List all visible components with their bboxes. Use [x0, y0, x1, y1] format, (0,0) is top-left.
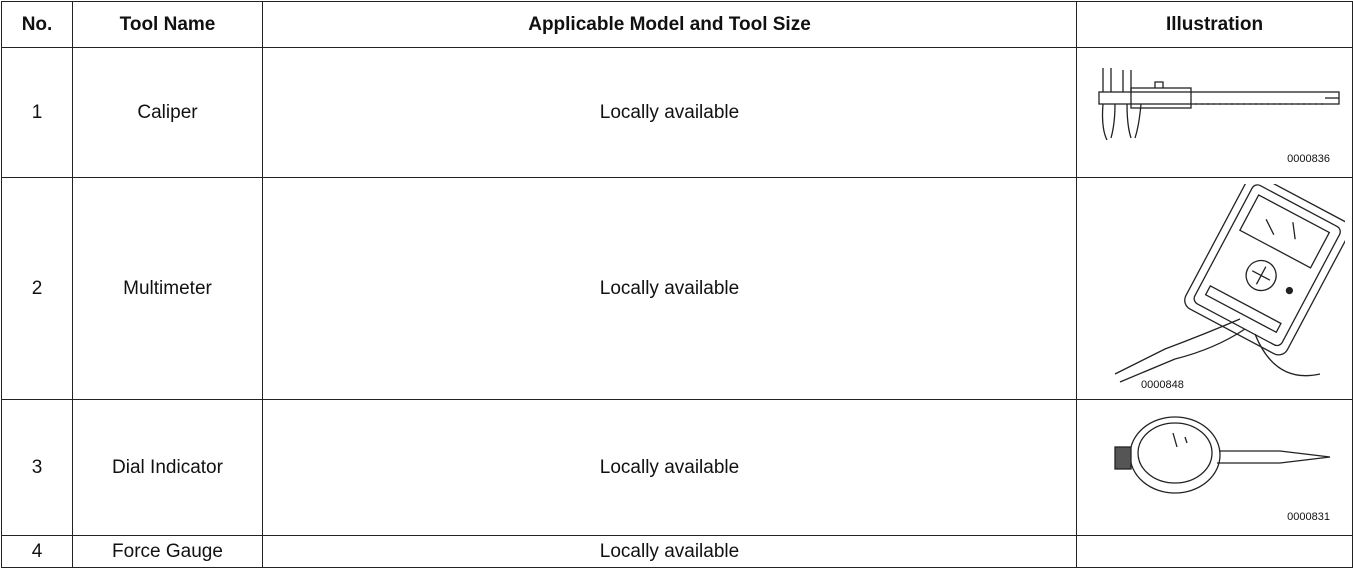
header-cell: Illustration	[1076, 1, 1353, 48]
no: 2	[1, 177, 73, 400]
header-cell: Tool Name	[72, 1, 263, 48]
illustration-code: 0000831	[1287, 511, 1330, 523]
illustration: 0000831	[1076, 399, 1353, 536]
header-cell: Applicable Model and Tool Size	[262, 1, 1077, 48]
tool-name: Force Gauge	[72, 535, 263, 568]
illustration-code: 0000836	[1287, 153, 1330, 165]
size: Locally available	[262, 177, 1077, 400]
tool-name: Dial Indicator	[72, 399, 263, 536]
no: 4	[1, 535, 73, 568]
illustration: 0000836	[1076, 47, 1353, 178]
caliper-drawing	[1097, 67, 1340, 140]
tool-name: Multimeter	[72, 177, 263, 400]
dial-indicator-drawing	[1113, 415, 1330, 494]
row: 2 Multimeter Locally available 0000848	[1, 177, 1353, 400]
tool-name: Caliper	[72, 47, 263, 178]
multimeter-drawing	[1114, 183, 1345, 383]
row: 1 Caliper Locally available 0000836	[1, 47, 1353, 178]
size: Locally available	[262, 535, 1077, 568]
no: 3	[1, 399, 73, 536]
illustration	[1076, 535, 1353, 568]
row: 4 Force Gauge Locally available	[1, 535, 1353, 568]
header-row: No. Tool Name Applicable Model and Tool …	[1, 1, 1353, 48]
size: Locally available	[262, 399, 1077, 536]
no: 1	[1, 47, 73, 178]
header-cell: No.	[1, 1, 73, 48]
illustration-code: 0000848	[1141, 379, 1184, 391]
illustration: 0000848	[1076, 177, 1353, 400]
row: 3 Dial Indicator Locally available 00008…	[1, 399, 1353, 536]
size: Locally available	[262, 47, 1077, 178]
